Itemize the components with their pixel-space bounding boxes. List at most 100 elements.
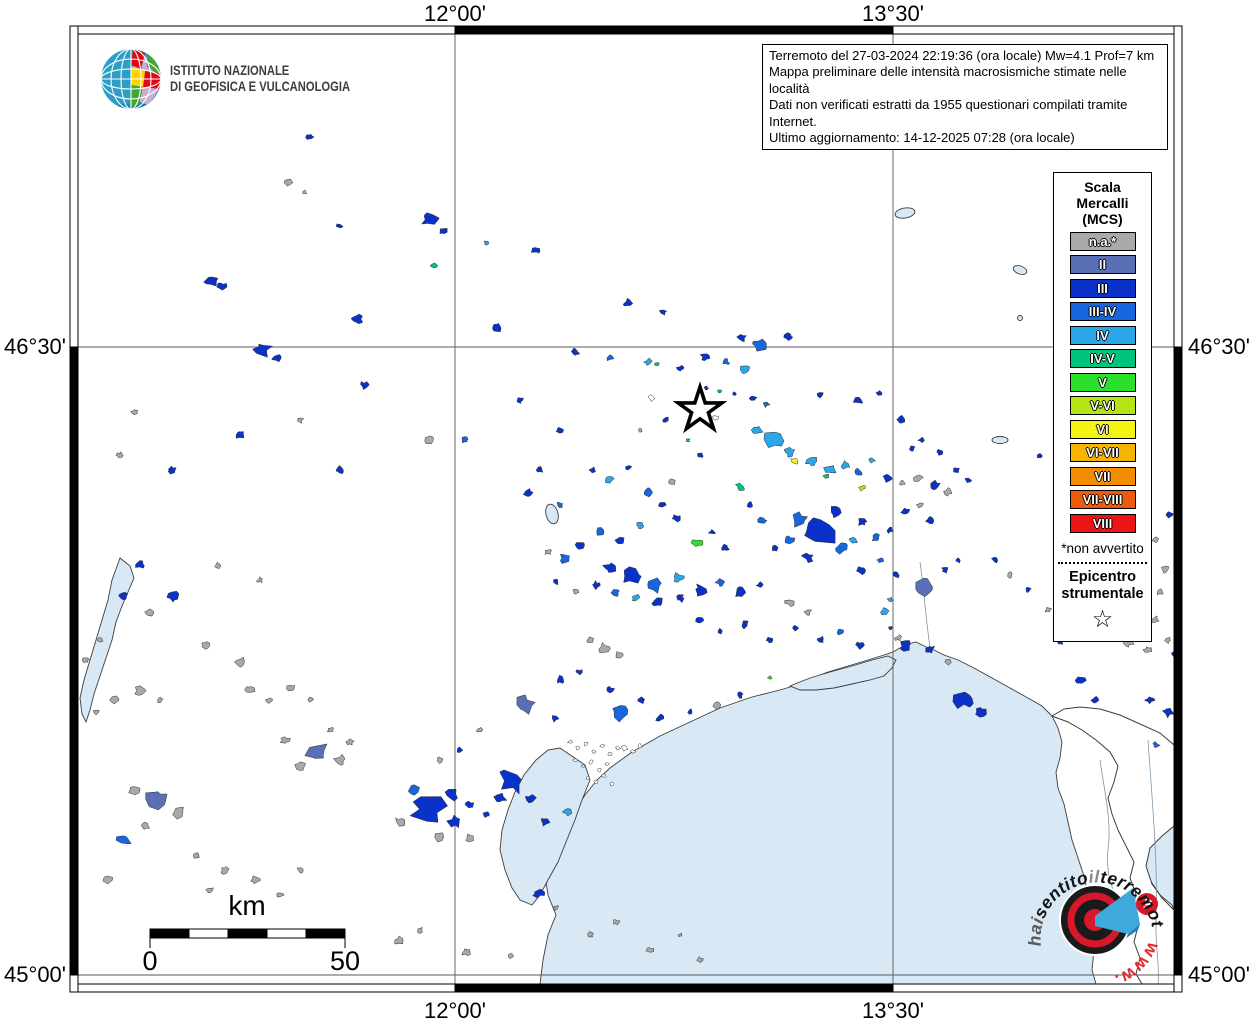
locality-III (623, 566, 642, 584)
locality-III (657, 502, 667, 508)
locality-na (294, 761, 307, 771)
locality-out (630, 749, 636, 755)
ingv-logo-line2: DI GEOFISICA E VULCANOLOGIA (170, 78, 351, 94)
locality-na (712, 701, 722, 710)
locality-III (444, 789, 458, 802)
locality-III (941, 567, 948, 574)
locality-III (908, 445, 916, 452)
locality-III4 (792, 511, 809, 528)
locality-III (830, 506, 842, 519)
locality-III (748, 395, 758, 401)
locality-na (250, 875, 261, 885)
locality-na (587, 931, 594, 938)
locality-IV (868, 457, 877, 464)
locality-III (601, 562, 617, 573)
legend-swatch-vii: VII (1069, 466, 1136, 486)
locality-III (888, 625, 893, 631)
locality-na (915, 502, 924, 509)
locality-III (746, 501, 753, 508)
locality-na (394, 935, 404, 945)
locality-out (593, 779, 599, 785)
locality-III4 (596, 527, 605, 536)
locality-na (784, 599, 795, 607)
locality-III (717, 627, 723, 635)
locality-IV (740, 365, 750, 375)
legend-epicenter-line2: strumentale (1061, 585, 1144, 602)
locality-na (201, 641, 211, 650)
locality-na (265, 697, 273, 704)
locality-III (167, 465, 177, 475)
locality-IV (643, 357, 653, 366)
locality-na (544, 549, 552, 555)
locality-III (252, 343, 274, 358)
locality-na (130, 408, 138, 415)
megaphone-icon (1095, 888, 1140, 934)
locality-na (677, 932, 683, 937)
locality-IV (561, 808, 573, 816)
locality-na (437, 756, 444, 764)
scalebar-unit: km (228, 890, 266, 921)
locality-III (524, 794, 537, 804)
locality-III (651, 597, 663, 607)
locality-III (765, 637, 773, 644)
locality-out (637, 743, 643, 749)
locality-na (307, 697, 315, 703)
locality-na (140, 821, 150, 830)
axis-label-right-4630: 46°30' (1188, 334, 1250, 359)
locality-III (493, 792, 508, 802)
locality-IV5 (654, 362, 661, 367)
locality-out (585, 775, 590, 780)
locality-III (735, 586, 746, 598)
locality-na (1164, 637, 1171, 644)
locality-na (1007, 571, 1013, 579)
legend-swatch-vivii: VI-VII (1069, 443, 1136, 462)
locality-III4 (854, 467, 863, 476)
legend-swatch-vi: VI (1069, 419, 1136, 439)
locality-III (855, 641, 865, 650)
locality-out (607, 752, 613, 757)
locality-III (335, 223, 344, 229)
legend-title-line1: Scala (1084, 179, 1121, 195)
legend-swatch-iii: III (1069, 278, 1136, 298)
legend-swatch-viiviii: VII-VIII (1069, 490, 1136, 509)
locality-III (350, 313, 364, 324)
locality-IV5 (429, 262, 439, 269)
locality-III4 (722, 358, 731, 366)
locality-III (792, 624, 800, 632)
locality-IV (636, 521, 645, 530)
locality-III (953, 467, 960, 473)
locality-na (613, 919, 621, 926)
axis-label-top-1330: 13°30' (862, 1, 924, 26)
locality-III (553, 578, 559, 586)
locality-III (360, 380, 370, 391)
locality-out (572, 758, 578, 762)
scale-bar (149, 928, 346, 948)
locality-na (234, 656, 245, 668)
lakes (79, 207, 1028, 724)
locality-III (1025, 587, 1032, 594)
locality-na (332, 753, 346, 766)
locality-III (499, 769, 522, 795)
locality-III (575, 669, 583, 676)
locality-III4 (752, 338, 767, 352)
locality-III4 (647, 577, 662, 594)
locality-na (553, 904, 559, 911)
ingv-logo-text: ISTITUTO NAZIONALE DI GEOFISICA E VULCAN… (170, 62, 350, 94)
locality-III (676, 594, 685, 604)
locality-III4 (757, 516, 768, 524)
axis-label-right-4500: 45°00' (1188, 962, 1250, 987)
locality-II (304, 743, 328, 759)
locality-na (638, 427, 643, 433)
locality-na (803, 609, 813, 616)
locality-III (555, 427, 564, 434)
legend-swatch-iiiiv: III-IV (1069, 302, 1136, 321)
locality-III (1161, 707, 1175, 719)
istria-peninsula (1050, 706, 1175, 985)
locality-III4 (875, 557, 885, 563)
locality-III (492, 322, 502, 332)
locality-out (712, 415, 720, 421)
locality-out (601, 773, 607, 779)
locality-out (591, 749, 597, 754)
